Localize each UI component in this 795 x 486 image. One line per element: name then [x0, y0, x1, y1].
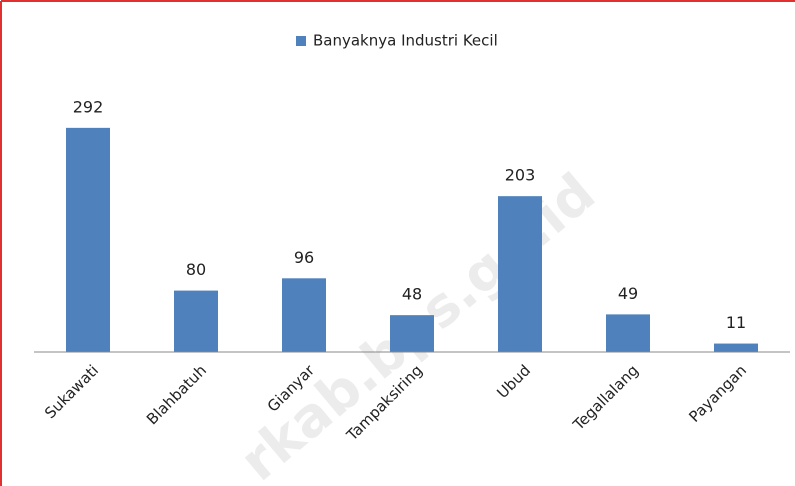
bar: [282, 278, 326, 352]
data-label: 48: [402, 285, 422, 304]
data-label: 49: [618, 284, 638, 303]
legend-label: Banyaknya Industri Kecil: [313, 32, 498, 50]
data-label: 96: [294, 248, 314, 267]
legend-swatch: [296, 36, 306, 46]
data-label: 11: [726, 313, 746, 332]
data-label: 80: [186, 260, 206, 279]
data-label: 292: [73, 97, 104, 116]
data-label: 203: [505, 166, 536, 185]
bar: [174, 290, 218, 352]
bar: [714, 343, 758, 352]
bar: [606, 314, 650, 352]
bar: [66, 127, 110, 352]
bar: [498, 196, 542, 352]
bar: [390, 315, 434, 352]
